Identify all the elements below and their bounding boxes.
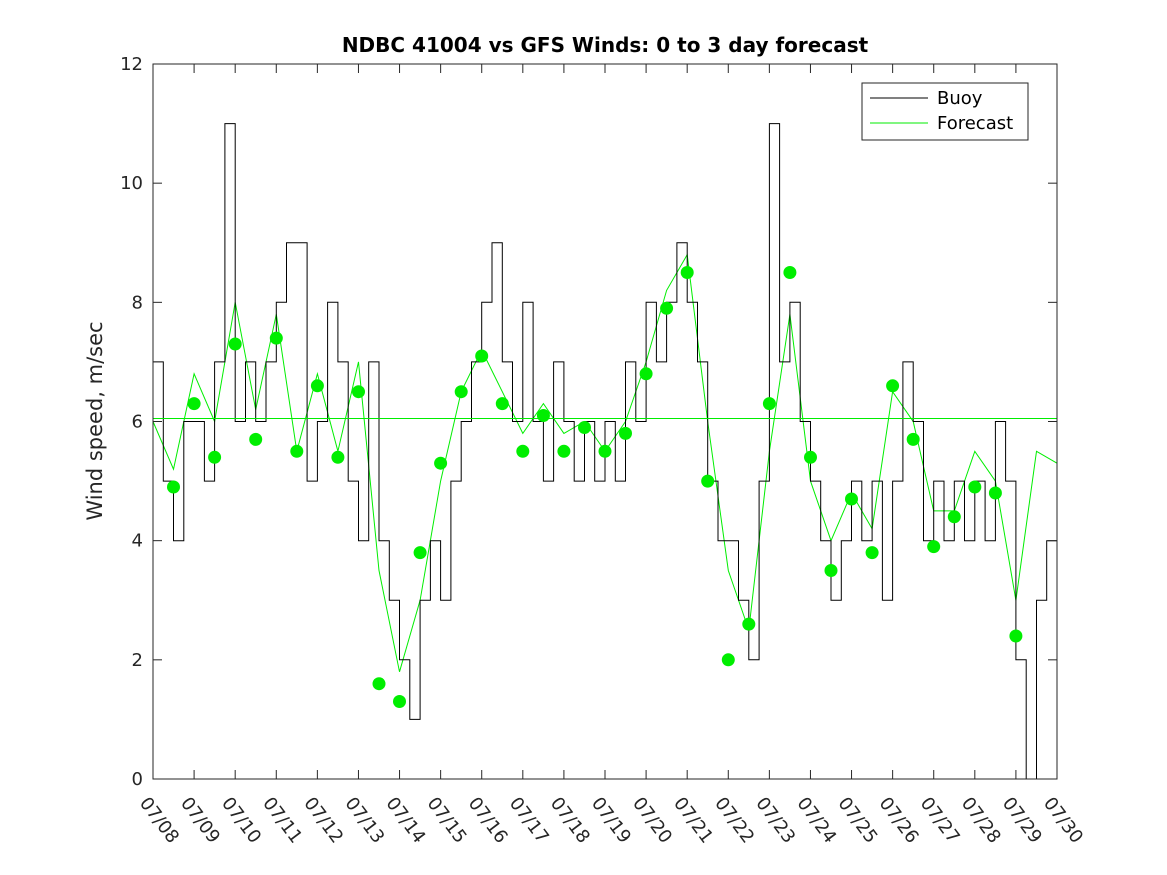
forecast-marker — [886, 379, 900, 393]
forecast-marker — [639, 367, 653, 381]
forecast-marker — [454, 385, 468, 399]
forecast-marker — [475, 349, 489, 363]
x-tick-label: 07/13 — [340, 793, 388, 847]
forecast-marker — [372, 677, 386, 691]
forecast-marker — [228, 337, 242, 351]
y-tick-label: 2 — [132, 650, 143, 671]
chart-title: NDBC 41004 vs GFS Winds: 0 to 3 day fore… — [342, 33, 869, 57]
y-tick-label: 4 — [132, 531, 143, 552]
forecast-marker — [413, 546, 427, 560]
x-tick-label: 07/29 — [998, 793, 1046, 847]
y-axis-label: Wind speed, m/sec — [83, 321, 107, 520]
x-tick-label: 07/18 — [546, 793, 594, 847]
forecast-marker — [824, 564, 838, 577]
forecast-marker — [680, 266, 694, 279]
forecast-marker — [968, 480, 982, 494]
forecast-marker — [290, 444, 304, 458]
forecast-marker — [783, 266, 797, 279]
forecast-marker — [167, 480, 180, 494]
forecast-marker — [352, 385, 365, 399]
forecast-marker — [557, 444, 571, 458]
y-tick-label: 6 — [132, 412, 143, 433]
forecast-marker — [516, 444, 530, 458]
forecast-marker — [536, 409, 550, 422]
forecast-marker — [269, 331, 283, 345]
forecast-marker — [331, 450, 345, 464]
forecast-marker — [988, 486, 1002, 500]
forecast-marker — [310, 379, 324, 393]
forecast-markers — [167, 266, 1023, 708]
x-tick-label: 07/08 — [135, 793, 183, 847]
x-tick-label: 07/28 — [957, 793, 1005, 847]
forecast-marker — [578, 421, 591, 434]
buoy-line — [153, 123, 1057, 780]
x-tick-label: 07/19 — [587, 793, 635, 847]
forecast-marker — [927, 540, 941, 554]
legend-box — [861, 82, 1029, 141]
x-tick-label: 07/25 — [834, 793, 882, 847]
forecast-marker — [906, 432, 920, 446]
y-tick-label: 8 — [132, 292, 143, 313]
forecast-marker — [598, 444, 612, 458]
forecast-marker — [845, 492, 858, 506]
y-axis: 0 2 4 6 8 10 12 — [120, 54, 1057, 790]
buoy-series — [153, 123, 1057, 780]
forecast-marker — [804, 450, 817, 464]
forecast-marker — [393, 695, 406, 708]
forecast-marker — [762, 397, 776, 411]
forecast-marker — [249, 432, 263, 446]
forecast-marker — [187, 397, 201, 411]
forecast-marker — [721, 653, 735, 667]
x-tick-label: 07/12 — [299, 793, 347, 847]
x-tick-label: 07/30 — [1039, 793, 1087, 847]
forecast-marker — [701, 474, 715, 488]
x-tick-label: 07/21 — [669, 793, 717, 847]
legend-label-forecast: Forecast — [937, 113, 1013, 134]
forecast-marker — [660, 301, 674, 315]
x-tick-label: 07/11 — [258, 793, 306, 847]
y-tick-label: 0 — [132, 769, 143, 790]
x-tick-label: 07/23 — [751, 793, 799, 847]
forecast-marker — [865, 546, 879, 560]
legend-label-buoy: Buoy — [937, 88, 983, 109]
x-tick-label: 07/14 — [382, 793, 430, 847]
x-tick-label: 07/27 — [916, 793, 964, 847]
forecast-marker — [1009, 629, 1023, 643]
forecast-marker — [619, 426, 632, 440]
x-tick-label: 07/16 — [464, 793, 512, 847]
x-tick-label: 07/17 — [505, 793, 553, 847]
x-tick-label: 07/22 — [710, 793, 758, 847]
forecast-marker — [434, 456, 448, 470]
x-tick-label: 07/20 — [628, 793, 676, 847]
forecast-marker — [947, 510, 961, 524]
x-tick-label: 07/10 — [217, 793, 265, 847]
x-tick-label: 07/26 — [875, 793, 923, 847]
forecast-marker — [208, 450, 222, 464]
x-tick-label: 07/24 — [792, 793, 840, 847]
x-tick-label: 07/15 — [423, 793, 471, 847]
forecast-marker — [742, 617, 756, 631]
y-tick-label: 10 — [120, 173, 143, 194]
forecast-marker — [495, 397, 509, 411]
y-tick-label: 12 — [120, 54, 143, 75]
legend: Buoy Forecast — [861, 82, 1029, 141]
x-tick-label: 07/09 — [176, 793, 224, 847]
